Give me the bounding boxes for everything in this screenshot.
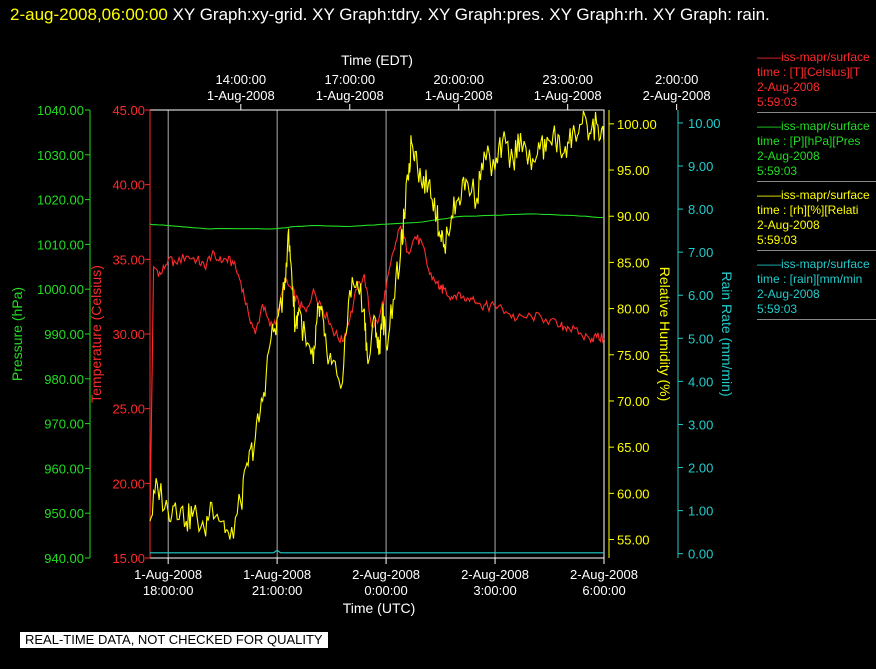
rh-tick-label: 75.00 bbox=[617, 348, 650, 363]
rain-tick-label: 1.00 bbox=[688, 504, 713, 519]
x-top-tick-label: 17:00:00 bbox=[324, 72, 375, 87]
x-top-tick-label: 1-Aug-2008 bbox=[534, 88, 602, 103]
rain-tick-label: 10.00 bbox=[688, 116, 721, 131]
legend-entry-line2: time : [P][hPa][Pres bbox=[757, 134, 861, 148]
pressure-tick-label: 950.00 bbox=[44, 506, 84, 521]
x-top-tick-label: 2:00:00 bbox=[655, 72, 698, 87]
legend-entry-line1: ——iss-mapr/surface bbox=[757, 257, 870, 271]
rain-tick-label: 5.00 bbox=[688, 331, 713, 346]
x-top-tick-label: 2-Aug-2008 bbox=[643, 88, 711, 103]
legend-entry-line3: 2-Aug-2008 bbox=[757, 149, 820, 163]
rain-tick-label: 0.00 bbox=[688, 547, 713, 562]
x-bottom-tick-label: 0:00:00 bbox=[364, 583, 407, 598]
x-top-tick-label: 23:00:00 bbox=[542, 72, 593, 87]
rain-tick-label: 6.00 bbox=[688, 288, 713, 303]
legend-entry-line4: 5:59:03 bbox=[757, 233, 798, 247]
legend-entry-line3: 2-Aug-2008 bbox=[757, 80, 820, 94]
rain-tick-label: 8.00 bbox=[688, 202, 713, 217]
rh-tick-label: 90.00 bbox=[617, 209, 650, 224]
rh-axis-title: Relative Humidity (%) bbox=[657, 267, 673, 402]
rh-series-line bbox=[149, 110, 605, 540]
legend-entry: ——iss-mapr/surface time : [rh][%][Relati 2… bbox=[757, 188, 876, 251]
legend-entry: ——iss-mapr/surface time : [T][Celsius][T 2… bbox=[757, 50, 876, 113]
rain-axis-title: Rain Rate (mm/min) bbox=[719, 271, 735, 396]
legend-entry-line3: 2-Aug-2008 bbox=[757, 287, 820, 301]
pressure-tick-label: 1010.00 bbox=[37, 237, 84, 252]
temperature-tick-label: 30.00 bbox=[112, 327, 145, 342]
temperature-tick-label: 20.00 bbox=[112, 476, 145, 491]
pressure-tick-label: 990.00 bbox=[44, 327, 84, 342]
rh-tick-label: 55.00 bbox=[617, 533, 650, 548]
legend-entry-line2: time : [rh][%][Relati bbox=[757, 203, 859, 217]
legend-entry-line1: ——iss-mapr/surface bbox=[757, 50, 870, 64]
rain-tick-label: 3.00 bbox=[688, 417, 713, 432]
x-bottom-tick-label: 21:00:00 bbox=[252, 583, 303, 598]
x-top-tick-label: 20:00:00 bbox=[433, 72, 484, 87]
x-bottom-tick-label: 2-Aug-2008 bbox=[570, 567, 638, 582]
legend-entry-line4: 5:59:03 bbox=[757, 95, 798, 109]
rain-tick-label: 2.00 bbox=[688, 461, 713, 476]
x-top-tick-label: 1-Aug-2008 bbox=[425, 88, 493, 103]
x-bottom-tick-label: 2-Aug-2008 bbox=[352, 567, 420, 582]
x-bottom-tick-label: 1-Aug-2008 bbox=[134, 567, 202, 582]
legend-entry-line2: time : [T][Celsius][T bbox=[757, 65, 861, 79]
x-top-title: Time (EDT) bbox=[341, 52, 413, 68]
temperature-tick-label: 35.00 bbox=[112, 252, 145, 267]
x-bottom-tick-label: 2-Aug-2008 bbox=[461, 567, 529, 582]
rh-tick-label: 70.00 bbox=[617, 394, 650, 409]
rain-tick-label: 7.00 bbox=[688, 245, 713, 260]
pressure-tick-label: 980.00 bbox=[44, 372, 84, 387]
legend-entry: ——iss-mapr/surface time : [rain][mm/min 2-… bbox=[757, 257, 876, 320]
pressure-series-line bbox=[149, 213, 605, 230]
temperature-tick-label: 15.00 bbox=[112, 551, 145, 566]
pressure-axis-title: Pressure (hPa) bbox=[9, 287, 25, 381]
rain-tick-label: 4.00 bbox=[688, 374, 713, 389]
temperature-tick-label: 45.00 bbox=[112, 103, 145, 118]
x-bottom-tick-label: 1-Aug-2008 bbox=[243, 567, 311, 582]
pressure-tick-label: 1020.00 bbox=[37, 193, 84, 208]
header: 2-aug-2008,06:00:00 XY Graph:xy-grid. XY… bbox=[10, 2, 840, 28]
pressure-tick-label: 1040.00 bbox=[37, 103, 84, 118]
quality-banner: REAL-TIME DATA, NOT CHECKED FOR QUALITY bbox=[20, 632, 328, 648]
x-top-tick-label: 1-Aug-2008 bbox=[207, 88, 275, 103]
x-bottom-title: Time (UTC) bbox=[343, 600, 416, 616]
legend: ——iss-mapr/surface time : [T][Celsius][T 2… bbox=[757, 50, 876, 326]
legend-entry-line2: time : [rain][mm/min bbox=[757, 272, 863, 286]
pressure-tick-label: 940.00 bbox=[44, 551, 84, 566]
x-bottom-tick-label: 18:00:00 bbox=[143, 583, 194, 598]
x-top-tick-label: 14:00:00 bbox=[215, 72, 266, 87]
pressure-tick-label: 970.00 bbox=[44, 417, 84, 432]
legend-entry-line1: ——iss-mapr/surface bbox=[757, 188, 870, 202]
pressure-tick-label: 1000.00 bbox=[37, 282, 84, 297]
legend-entry-line3: 2-Aug-2008 bbox=[757, 218, 820, 232]
rain-tick-label: 9.00 bbox=[688, 159, 713, 174]
x-bottom-tick-label: 3:00:00 bbox=[473, 583, 516, 598]
temperature-axis-title: Temperature (Celsius) bbox=[88, 265, 104, 403]
legend-entry-line4: 5:59:03 bbox=[757, 302, 798, 316]
legend-entry-line4: 5:59:03 bbox=[757, 164, 798, 178]
rh-tick-label: 100.00 bbox=[617, 117, 657, 132]
legend-entry: ——iss-mapr/surface time : [P][hPa][Pres 2-… bbox=[757, 119, 876, 182]
series bbox=[149, 110, 605, 554]
rh-tick-label: 95.00 bbox=[617, 163, 650, 178]
rh-tick-label: 60.00 bbox=[617, 486, 650, 501]
rh-tick-label: 85.00 bbox=[617, 255, 650, 270]
pressure-tick-label: 1030.00 bbox=[37, 148, 84, 163]
rain-series-line bbox=[150, 549, 604, 554]
temperature-tick-label: 25.00 bbox=[112, 402, 145, 417]
rh-tick-label: 65.00 bbox=[617, 440, 650, 455]
timestamp: 2-aug-2008,06:00:00 bbox=[10, 5, 168, 24]
x-top-tick-label: 1-Aug-2008 bbox=[316, 88, 384, 103]
pressure-tick-label: 960.00 bbox=[44, 461, 84, 476]
temperature-series-line bbox=[149, 225, 605, 521]
grid bbox=[149, 109, 605, 559]
rh-tick-label: 80.00 bbox=[617, 302, 650, 317]
axes: 1-Aug-200818:00:001-Aug-200821:00:002-Au… bbox=[9, 52, 735, 616]
legend-entry-line1: ——iss-mapr/surface bbox=[757, 119, 870, 133]
temperature-tick-label: 40.00 bbox=[112, 178, 145, 193]
x-bottom-tick-label: 6:00:00 bbox=[582, 583, 625, 598]
graph-titles: XY Graph:xy-grid. XY Graph:tdry. XY Grap… bbox=[172, 5, 770, 24]
